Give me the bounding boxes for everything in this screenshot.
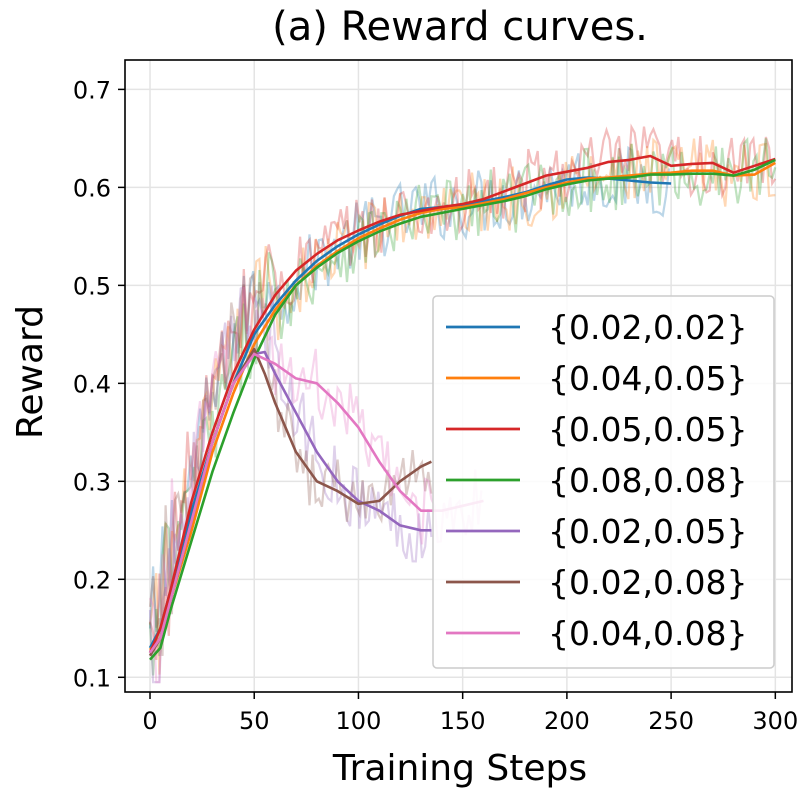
x-tick-label: 150: [440, 707, 486, 735]
legend-label: {0.02,0.02}: [548, 308, 747, 347]
legend-label: {0.05,0.05}: [548, 410, 747, 449]
legend-label: {0.08,0.08}: [548, 461, 747, 500]
raw-trace: [148, 286, 483, 684]
y-tick-label: 0.6: [73, 174, 111, 202]
chart-title: (a) Reward curves.: [272, 4, 648, 50]
y-tick-label: 0.3: [73, 468, 111, 496]
legend-label: {0.02,0.05}: [548, 512, 747, 551]
plot-frame: [124, 59, 793, 693]
y-tick-label: 0.4: [73, 370, 111, 398]
legend-label: {0.04,0.05}: [548, 359, 747, 398]
y-tick-label: 0.5: [73, 272, 111, 300]
raw-trace: [148, 137, 776, 675]
y-axis-label: Reward: [10, 305, 51, 439]
x-tick-label: 250: [648, 707, 694, 735]
x-tick-label: 100: [336, 707, 382, 735]
legend-box: [432, 295, 775, 669]
series-line: [149, 161, 776, 651]
series-line: [148, 352, 484, 654]
series-line: [149, 158, 776, 661]
y-axis-ticks: 0.1 0.2 0.3 0.4 0.5 0.6 0.7: [73, 76, 125, 692]
legend-label: {0.02,0.08}: [548, 563, 747, 602]
y-tick-label: 0.2: [73, 566, 111, 594]
series-line: [148, 154, 776, 654]
x-tick-label: 50: [239, 707, 270, 735]
x-axis-label: Training Steps: [332, 748, 587, 789]
legend-label: {0.04,0.08}: [548, 614, 747, 653]
x-tick-label: 200: [544, 707, 590, 735]
y-tick-label: 0.1: [73, 664, 111, 692]
x-tick-label: 0: [142, 707, 157, 735]
legend: {0.02,0.02} {0.04,0.05} {0.05,0.05} {0.08,0…: [432, 295, 775, 669]
x-tick-label: 300: [752, 707, 798, 735]
x-axis-ticks: 0 50 100 150 200 250 300: [142, 692, 798, 735]
raw-trace: [148, 123, 777, 661]
raw-trace: [148, 272, 433, 656]
y-tick-label: 0.7: [73, 76, 111, 104]
smoothed-series: [148, 154, 776, 661]
